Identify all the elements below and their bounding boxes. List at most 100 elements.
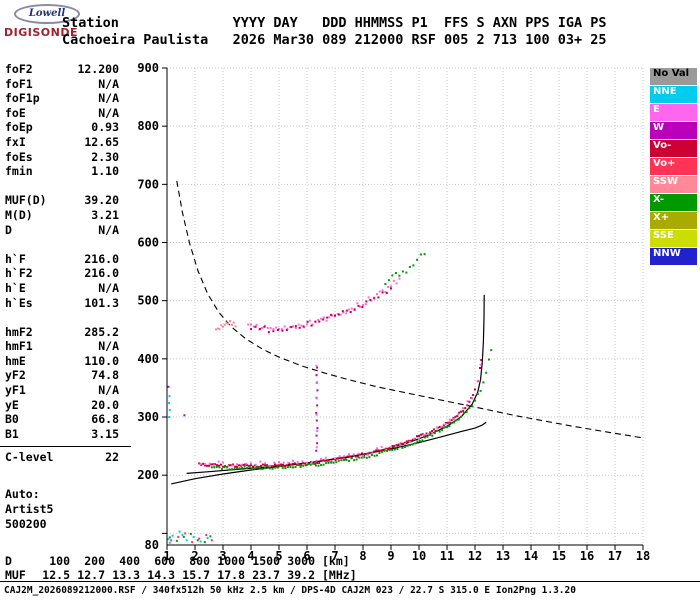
param-label: fxI (5, 134, 26, 149)
legend-item-x: X+ (650, 212, 697, 229)
param-value: N/A (98, 383, 119, 398)
param-value: 22 (105, 450, 119, 465)
param-label: h`Es (5, 295, 33, 310)
x-tick-label: 12 (468, 549, 482, 563)
lowell-digisonde-logo: Lowell DIGISONDE (4, 4, 104, 44)
param-value: 39.20 (84, 193, 119, 208)
param-value: N/A (98, 91, 119, 106)
legend-item-w: W (650, 122, 697, 139)
param-value: 12.200 (77, 62, 119, 76)
param-row-h-f: h`F 216.0 (5, 252, 119, 267)
header-field-labels: Station YYYY DAY DDD HHMMSS P1 FFS S AXN… (62, 15, 607, 31)
param-value: N/A (98, 280, 119, 295)
y-tick-label: 400 (137, 352, 159, 366)
series-hop-cluster-3mhz (215, 320, 237, 331)
param-label: C-level (5, 450, 54, 465)
param-label: foEp (5, 120, 33, 135)
param-value: 12.65 (84, 134, 119, 149)
series-second-hop-green (384, 253, 426, 285)
param-label: foE (5, 105, 26, 120)
series-second-hop-red (250, 287, 392, 334)
series-spread-6mhz-magenta (315, 366, 319, 452)
param-row-m-d: M(D) 3.21 (5, 208, 119, 223)
param-label: h`F2 (5, 266, 33, 281)
y-tick-label: 700 (137, 177, 159, 191)
file-info-footer: CAJ2M_2026089212000.RSF / 340fx512h 50 k… (4, 585, 576, 596)
param-row-fmin: fmin 1.10 (5, 164, 119, 179)
plot-axes (162, 67, 644, 550)
x-tick-label: 9 (387, 549, 394, 563)
series-es-cyan (167, 530, 209, 544)
x-tick-label: 13 (496, 549, 510, 563)
x-tick-label: 17 (608, 549, 622, 563)
param-row-foes: foEs 2.30 (5, 150, 119, 165)
legend-item-vo: Vo+ (650, 158, 697, 175)
param-value: 2.30 (91, 149, 119, 164)
dmuf-value: 12.5 (42, 567, 70, 582)
param-row-hme: hmE 110.0 (5, 354, 119, 369)
param-label: h`E (5, 280, 26, 295)
param-value: N/A (98, 105, 119, 120)
param-value: N/A (98, 222, 119, 237)
param-value: 285.2 (84, 324, 119, 339)
param-row-yf1: yF1 N/A (5, 383, 119, 398)
y-tick-label: 800 (137, 119, 159, 133)
y-tick-label: 80 (145, 538, 159, 552)
param-label: hmF2 (5, 324, 33, 339)
param-label: h`F (5, 251, 26, 266)
y-tick-label: 300 (137, 410, 159, 424)
x-tick-label: 8 (359, 549, 366, 563)
param-row-c-level: C-level 22 (5, 450, 119, 465)
dmuf-value: 13.3 (112, 567, 140, 582)
legend-item-ssw: SSW (650, 176, 697, 193)
legend-item-sse: SSE (650, 230, 697, 247)
dmuf-row-label: D (5, 554, 12, 568)
series-spread-6mhz-pink (315, 364, 319, 449)
x-tick-label: 1 (163, 549, 170, 563)
legend-item-e: E (650, 104, 697, 121)
param-value: 1.10 (91, 164, 119, 179)
param-label: M(D) (5, 207, 33, 222)
param-row-hmf2: hmF2 285.2 (5, 325, 119, 340)
dmuf-value: 400 (119, 554, 140, 568)
footer-separator (0, 581, 700, 582)
autoscale-line-artist5: Artist5 (5, 501, 54, 516)
dmuf-value: 1000 (217, 554, 245, 568)
param-value: 110.0 (84, 353, 119, 368)
series-es-red (170, 532, 213, 544)
param-row-h-e: h`E N/A (5, 281, 119, 296)
param-row-muf-d: MUF(D) 39.20 (5, 193, 119, 208)
param-label: foEs (5, 149, 33, 164)
param-label: MUF(D) (5, 193, 47, 208)
param-row-d: D N/A (5, 223, 119, 238)
legend-item-x: X- (650, 194, 697, 211)
dmuf-value: 39.2 (287, 567, 315, 582)
param-label: B1 (5, 426, 19, 441)
x-tick-label: 7 (331, 549, 338, 563)
plot-grid (166, 67, 644, 545)
header-field-values: Cachoeira Paulista 2026 Mar30 089 212000… (62, 32, 607, 48)
param-label: hmF1 (5, 339, 33, 354)
x-tick-label: 16 (580, 549, 594, 563)
dmuf-value: 100 (49, 554, 70, 568)
param-value: N/A (98, 76, 119, 91)
series-stray-magenta (167, 385, 186, 417)
param-label: foF2 (5, 62, 33, 76)
param-value: 20.0 (91, 397, 119, 412)
x-tick-label: 10 (412, 549, 426, 563)
param-label: fmin (5, 164, 33, 179)
param-row-b1: B1 3.15 (5, 427, 119, 442)
param-row-fxi: fxI 12.65 (5, 135, 119, 150)
param-value: 216.0 (84, 251, 119, 266)
parameter-panel: foF2 12.200 foF1 N/A foF1p N/A foE N/A foEp 0.93 f… (0, 62, 131, 531)
param-row-ye: yE 20.0 (5, 398, 119, 413)
x-tick-label: 2 (191, 549, 198, 563)
dmuf-value: 3000 (287, 554, 315, 568)
param-row-yf2: yF2 74.8 (5, 368, 119, 383)
param-label: yE (5, 397, 19, 412)
series-es-green (168, 532, 212, 544)
logo-digisonde-text: DIGISONDE (4, 26, 78, 39)
legend-item-vo: Vo- (650, 140, 697, 157)
